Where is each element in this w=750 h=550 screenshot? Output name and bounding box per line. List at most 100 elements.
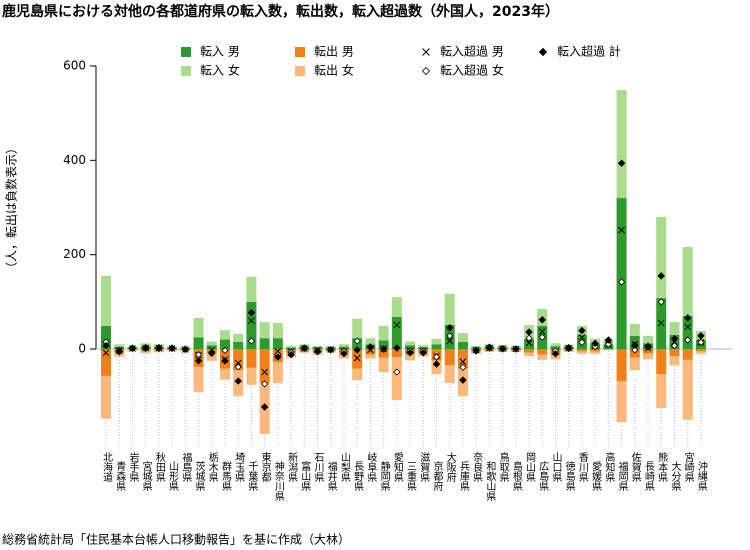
- x-tick-label: 北海道: [101, 452, 113, 482]
- legend-marker: [422, 48, 430, 56]
- net-marker: [353, 337, 361, 345]
- x-tick-label: 熊本県: [656, 451, 668, 483]
- x-tick-label: 千葉県: [246, 461, 258, 492]
- net-marker: [221, 357, 229, 365]
- bar-segment: [682, 349, 693, 360]
- bar-segment: [669, 322, 680, 335]
- bar-segment: [378, 349, 389, 358]
- net-marker: [578, 333, 586, 341]
- net-marker: [459, 363, 467, 371]
- net-marker: [234, 359, 242, 367]
- net-marker: [591, 339, 599, 348]
- x-tick-label: 大阪府: [444, 451, 456, 483]
- x-tick-label: 富山県: [299, 460, 311, 492]
- bar-segment: [656, 349, 667, 374]
- legend-marker: [421, 66, 431, 76]
- x-tick-label: 佐賀県: [629, 452, 641, 483]
- bar-segment: [378, 325, 389, 341]
- bar-segment: [259, 322, 270, 339]
- net-marker: [128, 344, 137, 352]
- bar-segment: [365, 354, 376, 359]
- net-marker: [631, 341, 639, 349]
- bar-segment: [259, 349, 270, 383]
- bar-segment: [457, 341, 468, 349]
- bar-segment: [259, 338, 270, 349]
- net-marker: [102, 349, 110, 357]
- bar-segment: [444, 349, 455, 366]
- x-tick-label: 高知県: [603, 451, 615, 483]
- x-tick-label: 群馬県: [219, 460, 231, 492]
- bar-segment: [444, 293, 455, 325]
- net-marker: [459, 376, 467, 384]
- net-marker: [525, 339, 533, 347]
- net-marker: [313, 348, 322, 356]
- net-marker: [287, 350, 295, 359]
- legend-label: 転出 男: [314, 45, 354, 59]
- x-tick-label: 福岡県: [616, 460, 628, 492]
- bar-segment: [405, 345, 416, 349]
- bar-segment: [219, 339, 230, 349]
- bar-segment: [391, 316, 402, 349]
- bar-segment: [193, 337, 204, 349]
- x-tick-label: 三重県: [405, 461, 417, 492]
- bar-segment: [444, 365, 455, 383]
- bar-segment: [193, 317, 204, 338]
- bar-segment: [431, 339, 442, 345]
- net-marker: [141, 343, 150, 352]
- net-marker: [300, 344, 309, 352]
- net-marker: [485, 343, 494, 351]
- net-marker: [353, 354, 361, 362]
- net-marker: [419, 349, 427, 357]
- net-marker: [512, 345, 520, 353]
- bar-segment: [590, 351, 601, 354]
- net-marker: [604, 340, 612, 348]
- x-tick-label: 栃木県: [206, 451, 218, 483]
- bar-segment: [643, 349, 654, 354]
- bar-segment: [524, 339, 535, 349]
- net-marker: [538, 328, 546, 335]
- net-marker: [446, 332, 454, 340]
- net-marker: [247, 308, 256, 317]
- bar-segment: [233, 349, 244, 371]
- y-tick-label: 200: [63, 247, 86, 261]
- chart-title: 鹿児島県における対他の各都道府県の転入数，転出数，転入超過数（外国人，2023年…: [1, 3, 559, 20]
- x-tick-label: 福島県: [180, 451, 192, 483]
- x-tick-label: 福井県: [325, 460, 337, 492]
- net-marker: [340, 350, 348, 358]
- net-marker: [168, 344, 176, 352]
- bar-segment: [457, 349, 468, 369]
- bar-segment: [246, 301, 257, 349]
- x-tick-label: 岩手県: [127, 451, 139, 483]
- net-marker: [353, 346, 361, 354]
- x-tick-label: 沖縄県: [695, 460, 707, 492]
- net-marker: [115, 348, 123, 356]
- x-tick-label: 宮城県: [140, 460, 152, 492]
- bar-segment: [643, 353, 654, 360]
- bar-segment: [669, 349, 680, 357]
- x-tick-label: 広島県: [537, 460, 549, 492]
- net-marker: [670, 342, 679, 350]
- x-tick-label: 青森県: [114, 460, 126, 492]
- legend-label: 転入 女: [200, 63, 240, 78]
- bar-segment: [391, 349, 402, 358]
- bar-segment: [365, 338, 376, 345]
- bar-segment: [643, 335, 654, 344]
- x-tick-label: 新潟県: [286, 451, 298, 483]
- x-tick-label: 愛知県: [391, 451, 403, 483]
- legend-label: 転出 女: [314, 63, 354, 78]
- bar-segment: [682, 247, 693, 316]
- net-marker: [406, 349, 414, 357]
- bar-segment: [629, 357, 640, 371]
- bar-segment: [378, 340, 389, 349]
- net-marker: [432, 360, 441, 368]
- bar-segment: [682, 315, 693, 349]
- bar-segment: [206, 353, 217, 361]
- net-marker: [538, 333, 546, 341]
- net-marker: [525, 328, 533, 336]
- bar-segment: [616, 90, 627, 199]
- net-marker: [393, 344, 401, 352]
- bar-segment: [246, 349, 257, 368]
- x-tick-label: 長野県: [352, 461, 364, 492]
- net-marker: [155, 343, 163, 352]
- bar-segment: [695, 349, 706, 352]
